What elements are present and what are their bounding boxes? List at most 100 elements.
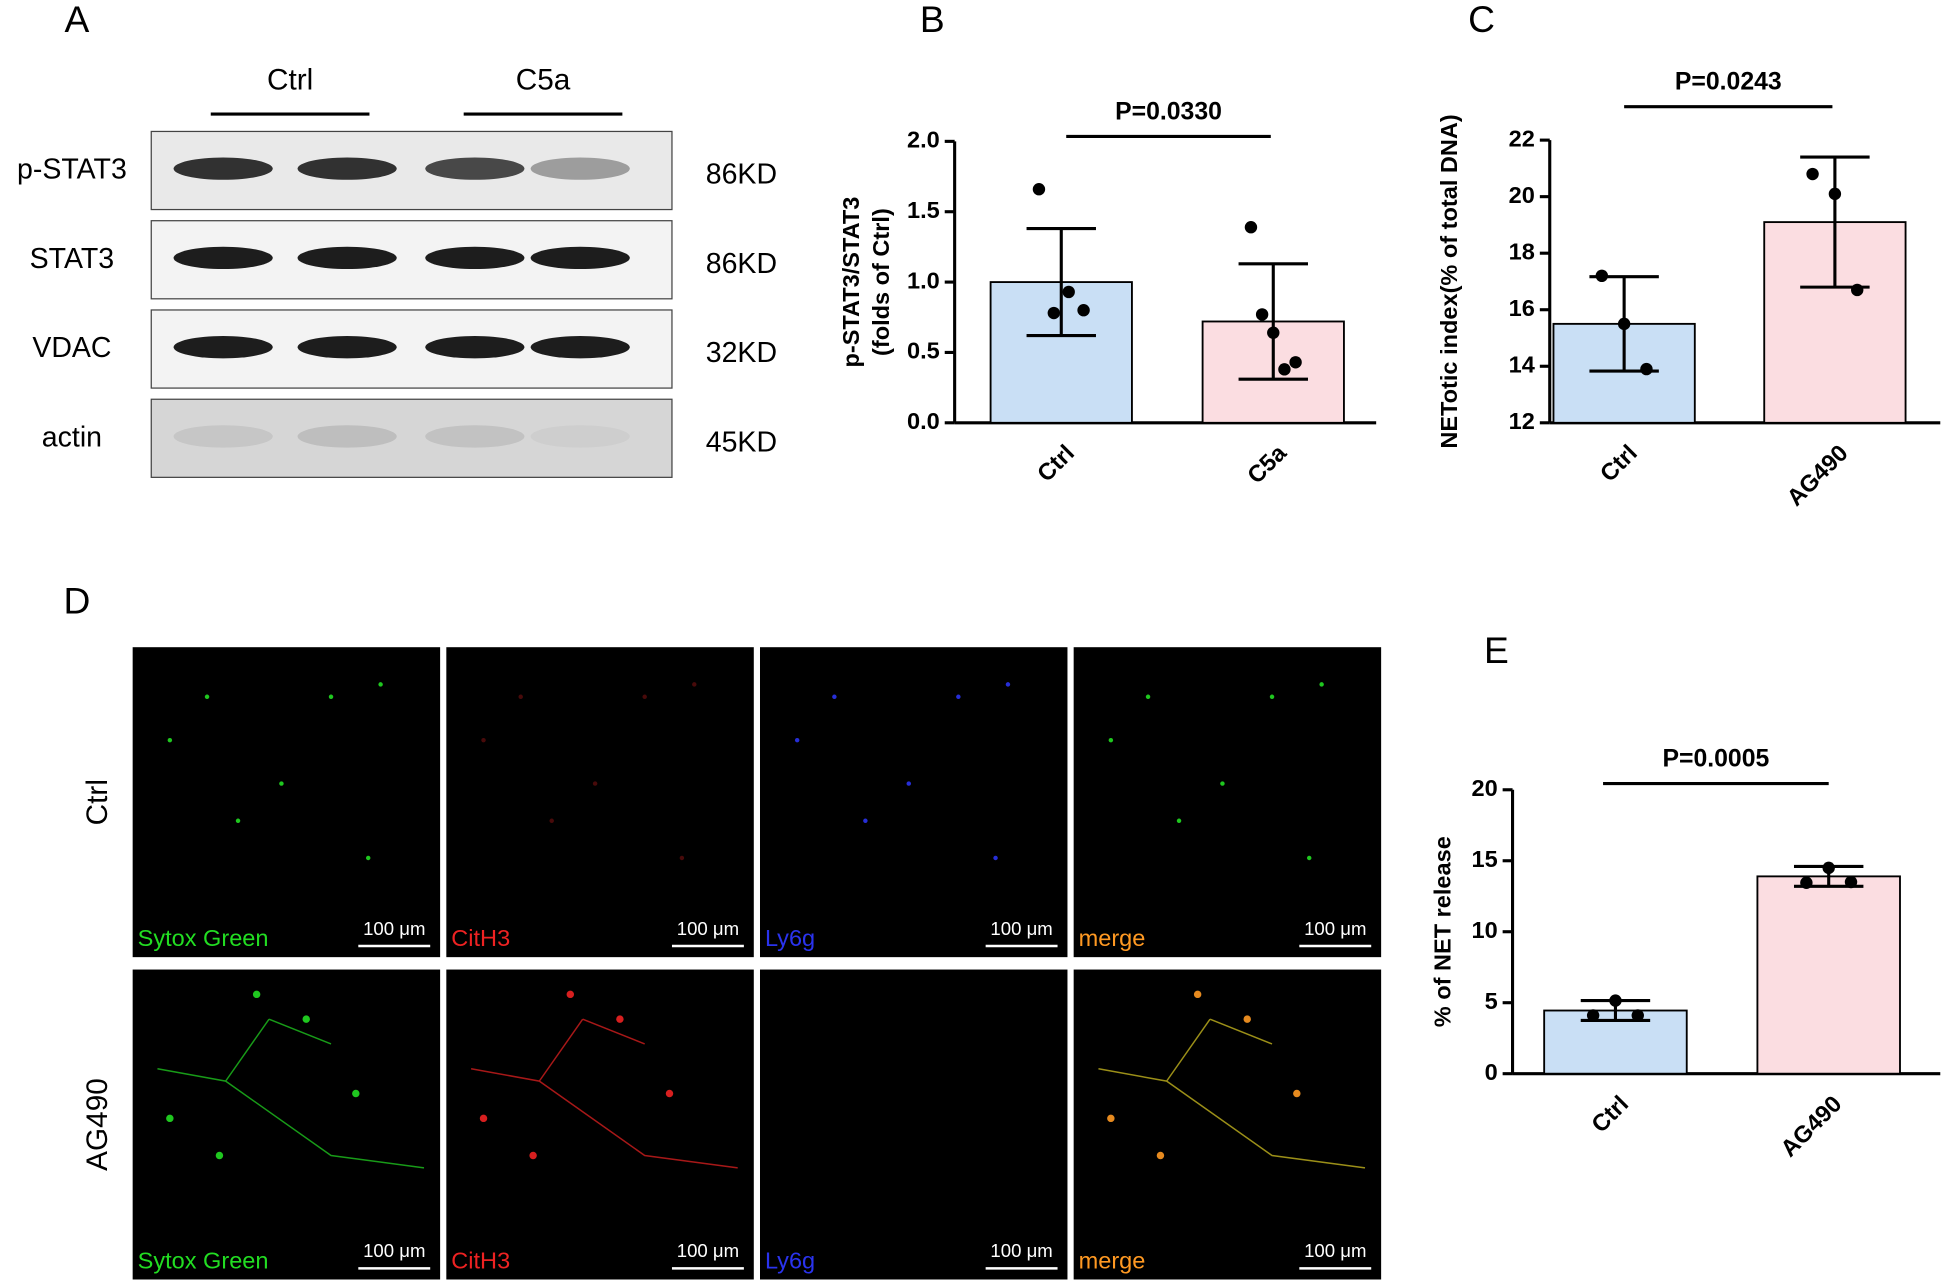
micro-image — [1073, 647, 1382, 958]
panel-label: C — [1468, 0, 1495, 40]
cell — [529, 1151, 537, 1160]
channel-label: Ly6g — [765, 1247, 815, 1273]
y-tick-label: 14 — [1509, 351, 1535, 377]
y-tick-label: 16 — [1509, 295, 1535, 321]
cell — [235, 818, 241, 824]
y-tick-label: 15 — [1471, 846, 1497, 872]
data-point — [1047, 306, 1061, 320]
data-point — [1267, 326, 1280, 339]
cell — [1107, 1114, 1115, 1123]
channel-label: merge — [1079, 1247, 1146, 1273]
scale-bar-label: 100 μm — [990, 1240, 1052, 1261]
cell — [328, 694, 334, 700]
cell — [167, 737, 173, 743]
blot-band — [297, 246, 397, 270]
cell — [794, 737, 800, 743]
y-tick-label: 20 — [1471, 775, 1497, 801]
cell — [365, 855, 371, 861]
data-point — [1640, 362, 1653, 376]
significance-label: P=0.0005 — [1662, 746, 1769, 773]
blot-band — [530, 157, 630, 180]
blot-size-label: 45KD — [706, 426, 777, 458]
cell — [215, 1151, 224, 1160]
blot-size-label: 86KD — [706, 248, 777, 280]
blot-band — [425, 157, 525, 180]
cell — [1293, 1089, 1301, 1098]
micro-image — [759, 969, 1068, 1280]
group-label: C5a — [516, 64, 571, 97]
channel-label: CitH3 — [451, 925, 510, 951]
panel-label: A — [64, 0, 89, 40]
micro-image — [132, 647, 441, 958]
cell — [378, 682, 383, 687]
data-point — [1609, 994, 1622, 1007]
data-point — [1822, 861, 1835, 875]
data-point — [1851, 283, 1864, 297]
y-axis-label: (folds of Ctrl) — [868, 208, 894, 356]
micro-image — [446, 647, 754, 958]
cell — [1193, 990, 1202, 999]
data-point — [1800, 876, 1813, 889]
cell — [832, 694, 837, 700]
cell — [1319, 682, 1324, 687]
y-tick-label: 1.5 — [907, 197, 940, 223]
blot-row-label: STAT3 — [30, 243, 114, 275]
blot-size-label: 86KD — [706, 159, 777, 191]
data-point — [1631, 1009, 1644, 1022]
y-tick-label: 0 — [1485, 1059, 1498, 1085]
y-tick-label: 12 — [1509, 408, 1535, 434]
cell — [1176, 818, 1182, 824]
y-axis-label: p-STAT3/STAT3 — [838, 197, 864, 368]
blot-band — [425, 336, 525, 359]
y-tick-label: 10 — [1471, 917, 1497, 943]
channel-label: Ly6g — [765, 925, 815, 951]
cell — [1306, 855, 1312, 861]
data-point — [1595, 269, 1609, 283]
cell — [479, 1114, 488, 1123]
cell — [302, 1015, 310, 1023]
cell — [1243, 1015, 1251, 1023]
cell — [352, 1089, 360, 1098]
cell — [692, 682, 697, 687]
channel-label: Sytox Green — [138, 925, 269, 951]
panel-label: D — [63, 580, 90, 622]
blot-row-label: p-STAT3 — [17, 154, 127, 186]
cell — [1269, 694, 1275, 700]
cell — [549, 818, 554, 824]
cell — [279, 781, 284, 786]
y-axis-label: NETotic index(% of total DNA) — [1436, 114, 1462, 448]
cell — [679, 855, 685, 861]
scale-bar-label: 100 μm — [677, 918, 739, 939]
data-point — [1244, 221, 1258, 234]
panel-label: B — [920, 0, 945, 40]
significance-label: P=0.0243 — [1675, 69, 1782, 96]
blot-size-label: 32KD — [706, 337, 777, 369]
data-point — [1077, 304, 1090, 317]
group-label: Ctrl — [267, 64, 313, 97]
cell — [863, 818, 868, 824]
data-point — [1062, 285, 1075, 299]
blot-band — [530, 336, 630, 359]
cell — [906, 781, 912, 786]
blot-row-label: VDAC — [32, 332, 111, 364]
blot-band — [297, 336, 397, 359]
cell — [1145, 694, 1151, 700]
y-tick-label: 22 — [1509, 125, 1535, 151]
y-tick-label: 18 — [1509, 238, 1535, 264]
micro-row-label: AG490 — [81, 1078, 114, 1171]
scale-bar-label: 100 μm — [990, 918, 1052, 939]
channel-label: merge — [1079, 925, 1146, 951]
cell — [1220, 781, 1225, 786]
scale-bar-label: 100 μm — [1304, 1240, 1366, 1261]
panel-label: E — [1484, 629, 1509, 671]
blot-row-label: actin — [42, 421, 102, 453]
cell — [166, 1114, 174, 1123]
cell — [518, 694, 523, 700]
net-strand — [157, 1018, 425, 1169]
data-point — [1032, 183, 1046, 196]
scale-bar-label: 100 μm — [677, 1240, 739, 1261]
channel-label: CitH3 — [451, 1247, 510, 1273]
data-point — [1806, 167, 1819, 181]
cell — [956, 694, 961, 700]
